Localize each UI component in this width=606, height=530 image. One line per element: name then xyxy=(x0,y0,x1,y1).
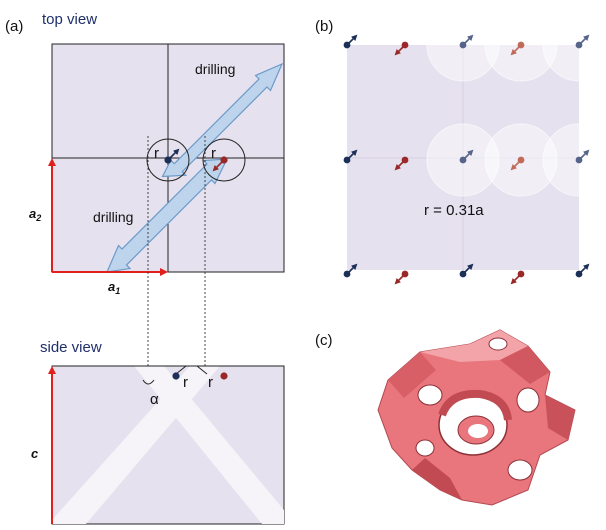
alpha-label: α xyxy=(150,391,159,408)
dot-red xyxy=(220,156,228,164)
drilling-label-lower: drilling xyxy=(93,209,133,225)
lattice-dots xyxy=(343,34,590,285)
side-r-bracket-left xyxy=(175,365,187,375)
side-r-bracket-right xyxy=(196,365,208,375)
panel-label-c: (c) xyxy=(315,332,333,349)
pore-circle-right xyxy=(202,138,246,182)
r-label-right: r xyxy=(211,145,216,162)
lattice-panel: r = 0.31a xyxy=(343,8,606,285)
drilling-arrow-upper xyxy=(161,62,284,178)
top-view-panel: drilling drilling r r a2 a1 xyxy=(29,43,285,296)
overlap-circles xyxy=(426,8,606,197)
side-r-label-right: r xyxy=(208,374,213,391)
side-dot-navy xyxy=(172,372,180,380)
side-dot-red xyxy=(220,372,228,380)
r-label-left: r xyxy=(154,145,159,162)
porous-3d-model xyxy=(377,329,576,506)
radius-label: r = 0.31a xyxy=(424,202,484,219)
drilling-label-upper: drilling xyxy=(195,61,235,77)
drill-channel-right xyxy=(52,366,220,524)
axis-c-label: c xyxy=(31,446,39,461)
axis-a1-label: a1 xyxy=(108,279,120,296)
panel-label-a: (a) xyxy=(5,18,23,35)
top-view-heading: top view xyxy=(42,11,97,28)
axis-a2-label: a2 xyxy=(29,206,41,223)
side-view-heading: side view xyxy=(40,339,102,356)
panel-label-b: (b) xyxy=(315,18,333,35)
dot-navy xyxy=(164,156,172,164)
side-r-label-left: r xyxy=(183,374,188,391)
pore-circle-left xyxy=(146,138,190,182)
alpha-arc xyxy=(142,379,155,385)
side-view-panel: c α r r xyxy=(31,365,285,525)
